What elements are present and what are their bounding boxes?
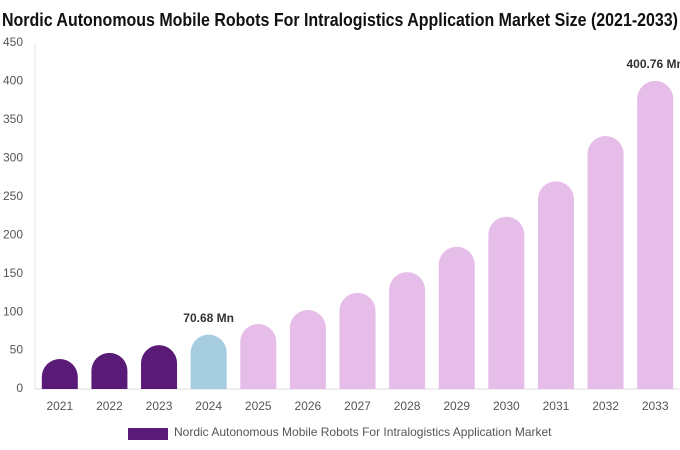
y-tick-label: 350 <box>3 112 23 126</box>
bar <box>289 310 326 389</box>
bar <box>389 272 426 389</box>
x-tick-label: 2023 <box>146 399 173 413</box>
legend-label: Nordic Autonomous Mobile Robots For Intr… <box>174 425 552 439</box>
bar <box>240 324 277 389</box>
chart-title: Nordic Autonomous Mobile Robots For Intr… <box>2 10 678 30</box>
y-tick-label: 150 <box>3 266 23 280</box>
bar <box>488 216 525 389</box>
x-tick-label: 2025 <box>245 399 272 413</box>
bar <box>339 292 376 389</box>
y-tick-label: 250 <box>3 189 23 203</box>
bar <box>91 352 128 389</box>
y-tick-label: 400 <box>3 74 23 88</box>
legend-swatch <box>128 428 168 440</box>
value-label: 70.68 Mn <box>183 311 234 325</box>
bar <box>141 345 178 389</box>
value-label: 400.76 Mn <box>627 57 680 71</box>
y-tick-label: 300 <box>3 151 23 165</box>
x-tick-label: 2028 <box>394 399 421 413</box>
y-tick-label: 450 <box>3 35 23 49</box>
y-tick-label: 200 <box>3 227 23 241</box>
y-tick-label: 0 <box>16 381 23 395</box>
y-tick-label: 50 <box>10 343 24 357</box>
bar <box>537 181 574 389</box>
x-tick-label: 2033 <box>642 399 669 413</box>
x-tick-label: 2022 <box>96 399 123 413</box>
x-tick-label: 2026 <box>295 399 322 413</box>
x-tick-label: 2027 <box>344 399 371 413</box>
x-tick-label: 2024 <box>195 399 222 413</box>
y-tick-label: 100 <box>3 304 23 318</box>
bar <box>190 334 227 389</box>
x-tick-label: 2030 <box>493 399 520 413</box>
bar <box>587 136 624 389</box>
bar <box>41 359 78 389</box>
x-tick-label: 2021 <box>46 399 73 413</box>
x-tick-label: 2029 <box>443 399 470 413</box>
x-tick-label: 2032 <box>592 399 619 413</box>
x-tick-label: 2031 <box>543 399 570 413</box>
bar <box>637 80 674 389</box>
bar <box>438 246 475 389</box>
